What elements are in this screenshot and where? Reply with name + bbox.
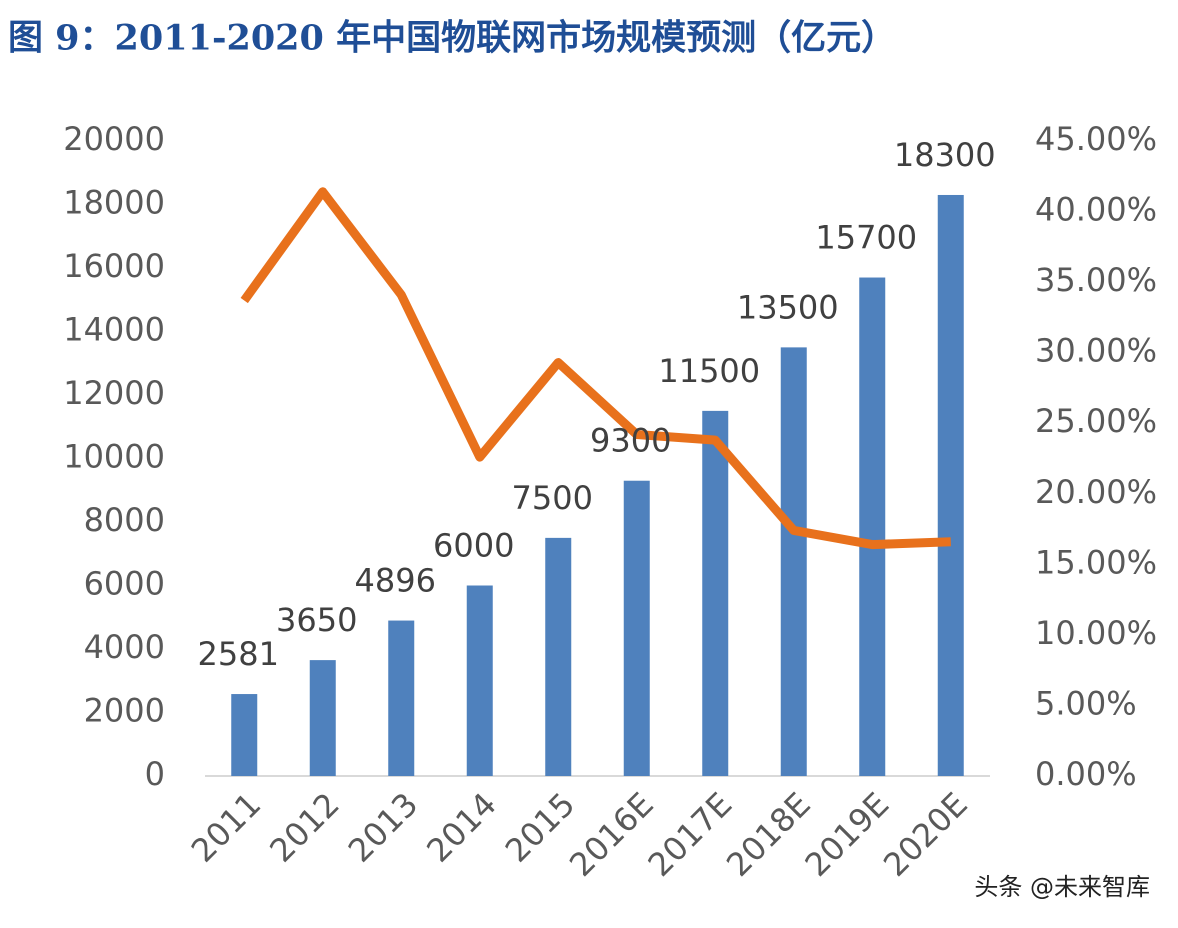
y-tick-label: 4000 xyxy=(84,628,165,666)
data-label: 6000 xyxy=(433,527,514,565)
bar xyxy=(859,277,886,776)
x-tick-label: 2016E xyxy=(562,785,661,884)
x-tick-label: 2014 xyxy=(419,785,503,869)
watermark: 头条 @未来智库 xyxy=(974,873,1150,901)
x-tick-label: 2011 xyxy=(184,785,268,869)
y2-tick-label: 30.00% xyxy=(1035,332,1157,370)
data-label: 2581 xyxy=(198,635,279,673)
y2-tick-label: 10.00% xyxy=(1035,614,1157,652)
y-tick-label: 20000 xyxy=(63,120,165,158)
chart-title: 图 9：2011-2020 年中国物联网市场规模预测（亿元） xyxy=(8,18,896,59)
x-tick-label: 2020E xyxy=(876,785,975,884)
data-label: 9300 xyxy=(590,422,671,460)
y2-tick-label: 40.00% xyxy=(1035,191,1157,229)
y2-tick-label: 15.00% xyxy=(1035,543,1157,581)
data-label: 15700 xyxy=(815,219,917,257)
bar xyxy=(702,410,729,776)
bar xyxy=(231,694,258,776)
y2-tick-label: 0.00% xyxy=(1035,755,1137,793)
y-tick-label: 2000 xyxy=(84,692,165,730)
y2-tick-label: 35.00% xyxy=(1035,261,1157,299)
x-tick-label: 2018E xyxy=(719,785,818,884)
bar xyxy=(388,620,415,776)
y-tick-label: 10000 xyxy=(63,438,165,476)
y2-tick-label: 45.00% xyxy=(1035,120,1157,158)
x-tick-label: 2013 xyxy=(341,785,425,869)
y-tick-label: 18000 xyxy=(63,184,165,222)
y-tick-label: 12000 xyxy=(63,374,165,412)
line xyxy=(240,187,951,550)
y2-tick-label: 25.00% xyxy=(1035,402,1157,440)
x-tick-label: 2017E xyxy=(641,785,740,884)
y2-tick-label: 5.00% xyxy=(1035,684,1137,722)
data-label: 11500 xyxy=(658,352,760,390)
bar xyxy=(780,347,807,776)
x-tick-label: 2012 xyxy=(262,785,346,869)
data-label: 18300 xyxy=(894,136,996,174)
x-tick-label: 2019E xyxy=(798,785,897,884)
y-tick-label: 16000 xyxy=(63,247,165,285)
bar xyxy=(545,537,572,776)
data-label: 3650 xyxy=(276,601,357,639)
y-tick-label: 14000 xyxy=(63,311,165,349)
y-tick-label: 6000 xyxy=(84,565,165,603)
bar xyxy=(309,660,336,776)
y2-tick-label: 20.00% xyxy=(1035,473,1157,511)
y-tick-label: 8000 xyxy=(84,501,165,539)
bar xyxy=(937,194,964,777)
data-label: 4896 xyxy=(355,562,436,600)
y-tick-label: 0 xyxy=(145,755,165,793)
bar xyxy=(466,585,493,776)
data-label: 7500 xyxy=(512,479,593,517)
data-label: 13500 xyxy=(737,288,839,326)
bar xyxy=(623,480,650,776)
